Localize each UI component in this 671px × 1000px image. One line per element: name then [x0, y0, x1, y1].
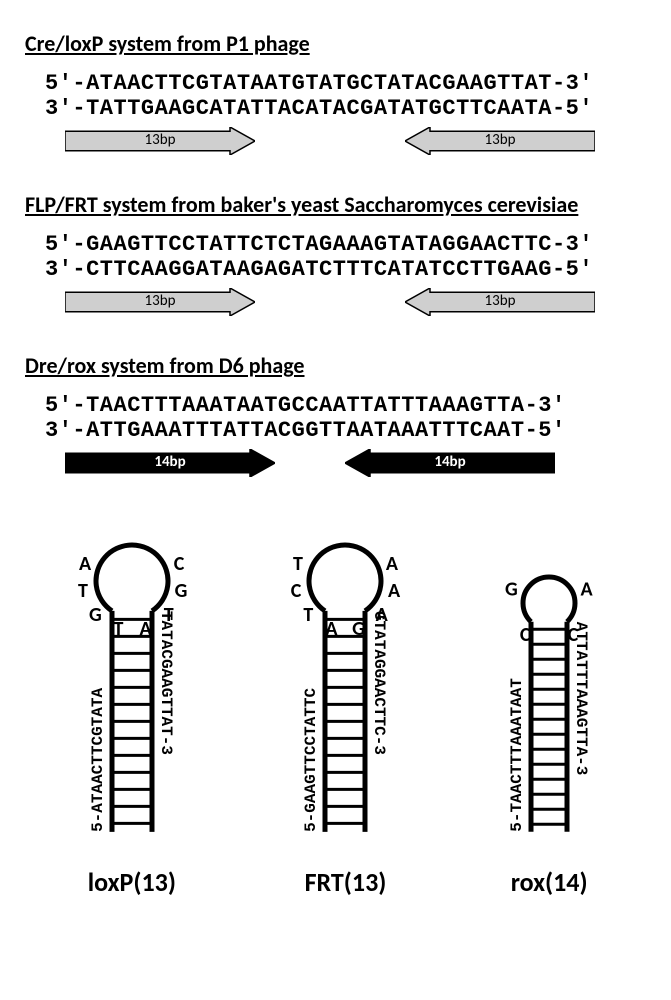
repeat-arrow: 13bp [65, 288, 255, 316]
hairpin-row: ATGTATGC5-ATAACTTCGTATATATACGAAGTTAT-3lo… [25, 515, 646, 898]
svg-text:ATTATTTAAAGTTA-3: ATTATTTAAAGTTA-3 [572, 622, 590, 776]
svg-text:T: T [78, 579, 88, 603]
svg-text:T: T [294, 552, 304, 576]
svg-text:G: G [505, 577, 518, 601]
repeat-arrow: 13bp [405, 127, 595, 155]
arrow-label: 13bp [65, 292, 255, 310]
svg-text:C: C [174, 552, 185, 576]
hairpin-label: loxP(13) [88, 866, 176, 898]
svg-text:A: A [386, 552, 399, 576]
svg-text:TATACGAAGTTAT-3: TATACGAAGTTAT-3 [157, 611, 175, 755]
repeat-arrow: 13bp [65, 127, 255, 155]
hairpin-structure: TCTAGAAA5-GAAGTTCCTATTCGTATAGGAACTTC-3FR… [259, 515, 431, 898]
sequence-5-prime: 5'-GAAGTTCCTATTCTCTAGAAAGTATAGGAACTTC-3' [45, 232, 646, 257]
arrow-label: 14bp [65, 453, 275, 471]
svg-text:A: A [581, 577, 594, 601]
svg-text:G: G [89, 603, 102, 627]
repeat-arrow: 14bp [65, 449, 275, 477]
svg-text:T: T [113, 617, 123, 641]
svg-text:A: A [79, 552, 92, 576]
arrow-label: 14bp [345, 453, 555, 471]
svg-text:G: G [174, 579, 187, 603]
system-title: Dre/rox system from D6 phage [25, 352, 646, 379]
svg-text:C: C [520, 623, 531, 647]
sequence-block: 5'-GAAGTTCCTATTCTCTAGAAAGTATAGGAACTTC-3'… [45, 232, 646, 282]
svg-text:G: G [353, 617, 366, 641]
arrow-row: 13bp 13bp [65, 127, 646, 163]
svg-text:5-ATAACTTCGTATA: 5-ATAACTTCGTATA [89, 688, 107, 832]
recombinase-system-block: FLP/FRT system from baker's yeast Saccha… [25, 191, 646, 324]
svg-text:A: A [326, 617, 339, 641]
arrow-label: 13bp [405, 292, 595, 310]
recombinase-system-block: Cre/loxP system from P1 phage 5'-ATAACTTC… [25, 30, 646, 163]
sequence-5-prime: 5'-TAACTTTAAATAATGCCAATTATTTAAAGTTA-3' [45, 393, 646, 418]
svg-text:GTATAGGAACTTC-3: GTATAGGAACTTC-3 [370, 611, 388, 755]
arrow-label: 13bp [65, 131, 255, 149]
repeat-arrow: 13bp [405, 288, 595, 316]
svg-text:5-TAACTTTAAATAAT: 5-TAACTTTAAATAAT [508, 678, 526, 832]
arrow-label: 13bp [405, 131, 595, 149]
svg-text:C: C [291, 579, 302, 603]
svg-text:A: A [139, 617, 152, 641]
sequence-3-prime: 3'-CTTCAAGGATAAGAGATCTTTCATATCCTTGAAG-5' [45, 257, 646, 282]
hairpin-label: rox(14) [511, 866, 588, 898]
svg-text:A: A [388, 579, 401, 603]
system-title: Cre/loxP system from P1 phage [25, 30, 646, 57]
sequence-block: 5'-ATAACTTCGTATAATGTATGCTATACGAAGTTAT-3'… [45, 71, 646, 121]
arrow-row: 14bp 14bp [65, 449, 646, 485]
svg-text:T: T [304, 603, 314, 627]
arrow-row: 13bp 13bp [65, 288, 646, 324]
sequence-3-prime: 3'-ATTGAAATTTATTACGGTTAATAAATTTCAAT-5' [45, 418, 646, 443]
svg-text:5-GAAGTTCCTATTC: 5-GAAGTTCCTATTC [302, 688, 320, 832]
hairpin-structure: ATGTATGC5-ATAACTTCGTATATATACGAAGTTAT-3lo… [46, 515, 218, 898]
sequence-block: 5'-TAACTTTAAATAATGCCAATTATTTAAAGTTA-3'3'… [45, 393, 646, 443]
hairpin-structure: GCCA5-TAACTTTAAATAATATTATTTAAAGTTA-3rox(… [473, 547, 625, 898]
system-title: FLP/FRT system from baker's yeast Saccha… [25, 191, 646, 218]
sequence-3-prime: 3'-TATTGAAGCATATTACATACGATATGCTTCAATA-5' [45, 96, 646, 121]
repeat-arrow: 14bp [345, 449, 555, 477]
sequence-5-prime: 5'-ATAACTTCGTATAATGTATGCTATACGAAGTTAT-3' [45, 71, 646, 96]
hairpin-label: FRT(13) [305, 866, 387, 898]
recombinase-system-block: Dre/rox system from D6 phage 5'-TAACTTTAA… [25, 352, 646, 485]
